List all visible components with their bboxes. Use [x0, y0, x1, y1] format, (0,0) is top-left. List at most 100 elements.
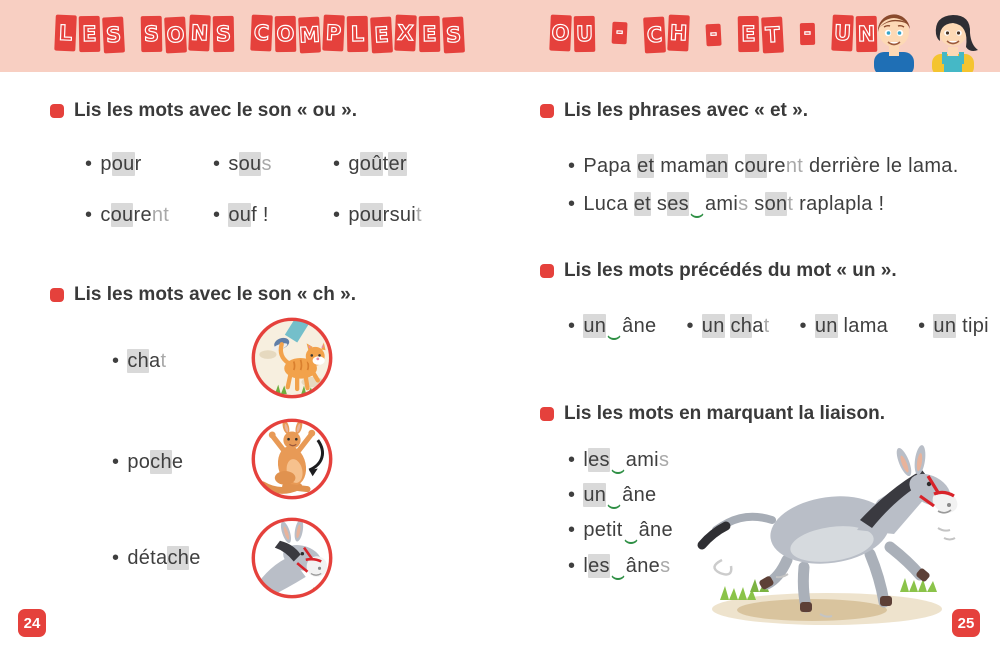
list-bullet: • [799, 315, 807, 337]
heading-liaison: Lis les mots en marquant la liaison. [540, 403, 885, 425]
word-un-tipi: • un tipi [918, 314, 989, 340]
letter-tile: L [346, 15, 369, 53]
list-bullet: • [112, 451, 120, 473]
letter-tile: H [667, 14, 690, 52]
letters: f ! [251, 204, 269, 226]
highlighted-letters: on [764, 192, 788, 216]
heading-son-ch: Lis les mots avec le son « ch ». [50, 284, 356, 306]
letters: l [583, 449, 589, 471]
letter-tile: E [78, 15, 101, 53]
highlighted-letters: er [388, 152, 407, 176]
red-square-icon [50, 104, 64, 118]
liaison-arc [606, 331, 623, 340]
heading-text: Lis les mots précédés du mot « un ». [564, 260, 897, 281]
word-detache: • détache [112, 546, 201, 570]
letters: raplapla ! [793, 193, 885, 215]
letters: g [348, 153, 360, 175]
cat-walking-image [251, 317, 333, 399]
silent-letter: t [160, 350, 167, 372]
word-poche: • poche [112, 450, 183, 474]
highlighted-letters: un [701, 314, 725, 338]
list-bullet: • [918, 315, 926, 337]
silent-letter: nt [785, 155, 804, 177]
word-courent: • courent [85, 203, 213, 227]
letter-tile: O [549, 14, 572, 52]
heading-un: Lis les mots précédés du mot « un ». [540, 260, 897, 282]
letter-tile: P [322, 14, 345, 52]
highlighted-letters: un [814, 314, 838, 338]
letter-tile: M [298, 16, 321, 54]
letters: s [651, 193, 668, 215]
letters: r [134, 153, 142, 175]
highlighted-letters: ch [150, 450, 172, 474]
letter-tile: E [370, 16, 393, 54]
highlighted-letters: ou [359, 203, 383, 227]
letters: a [752, 315, 764, 337]
donkey-head-image [251, 517, 333, 599]
highlighted-letters: ch [167, 546, 190, 570]
heading-text: Lis les mots en marquant la liaison. [564, 403, 885, 424]
word-un-ane: • un âne [568, 314, 656, 340]
letters: ami [625, 449, 659, 471]
word-un-lama: • un lama [799, 314, 889, 340]
list-bullet: • [112, 547, 120, 569]
letter-tile: X [394, 14, 417, 52]
highlighted-letters: ou [238, 152, 262, 176]
letters: rsui [382, 204, 417, 226]
letter-tile: E [418, 15, 441, 53]
heading-et: Lis les phrases avec « et ». [540, 100, 808, 122]
red-square-icon [540, 104, 554, 118]
highlighted-letters: un [583, 314, 607, 338]
silent-letter: t [787, 193, 794, 215]
letters: tipi [956, 315, 989, 337]
word-gouter: • goûter [333, 152, 422, 176]
list-bullet: • [112, 350, 120, 372]
letter-tile: S [102, 16, 125, 54]
red-square-icon [540, 264, 554, 278]
list-bullet: • [568, 519, 576, 541]
silent-letter: s [658, 449, 670, 471]
word-chat: • chat [112, 349, 167, 373]
sentence-luca-et-ses-amis: • Luca et ses amis sont raplapla ! [568, 192, 885, 218]
highlighted-letters: un [933, 314, 957, 338]
letters: re [767, 155, 786, 177]
ou-words-grid: • pour • sous • goûter • courent • ouf ! • pou… [85, 152, 422, 227]
letters: âne [638, 519, 673, 541]
highlighted-letters: es [667, 192, 689, 216]
heading-text: Lis les mots avec le son « ou ». [74, 100, 358, 121]
letter-tile: - [705, 23, 722, 47]
red-square-icon [540, 407, 554, 421]
list-bullet: • [213, 153, 221, 175]
silent-letter: s [738, 193, 749, 215]
letter-tile: C [250, 14, 273, 52]
word-ouf: • ouf ! [213, 203, 333, 227]
page-number-left: 24 [18, 609, 46, 637]
highlighted-letters: oû [359, 152, 383, 176]
page-number-right: 25 [952, 609, 980, 637]
word-un-ane-2: • un âne [568, 483, 656, 509]
word-pour: • pour [85, 152, 213, 176]
letters: c [728, 155, 745, 177]
letters: âne [625, 555, 661, 577]
heading-son-ou: Lis les mots avec le son « ou ». [50, 100, 357, 122]
highlighted-letters: ou [111, 152, 135, 176]
list-bullet: • [213, 204, 221, 226]
letter-tile: L [54, 14, 77, 52]
silent-letter: t [416, 204, 422, 226]
list-bullet: • [686, 315, 694, 337]
silent-letter: s [660, 555, 671, 577]
liaison-arc [622, 535, 639, 544]
word-petit-ane: • petit âne [568, 519, 673, 544]
two-children-icon [874, 14, 978, 72]
highlighted-letters: ou [110, 203, 134, 227]
silent-letter: nt [151, 204, 170, 226]
letters: ami [704, 193, 739, 215]
silent-letter: s [261, 153, 272, 175]
letters: po [127, 451, 151, 473]
letters: p [348, 204, 360, 226]
letter-tile: S [212, 15, 235, 53]
